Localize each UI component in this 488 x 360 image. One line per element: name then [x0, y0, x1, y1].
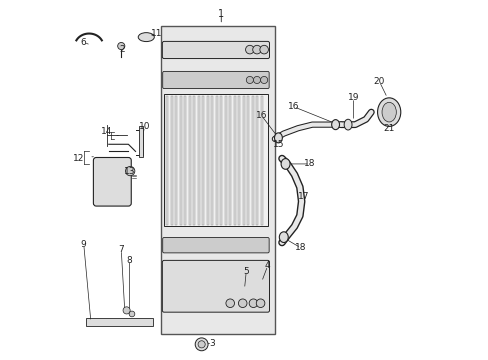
- Text: 17: 17: [297, 192, 308, 201]
- Ellipse shape: [138, 33, 154, 41]
- Bar: [180, 96, 182, 225]
- Bar: [160, 26, 274, 334]
- FancyBboxPatch shape: [162, 260, 269, 312]
- Circle shape: [252, 45, 261, 54]
- Text: 16: 16: [287, 102, 299, 111]
- Bar: [85, 318, 153, 327]
- Bar: [202, 96, 204, 225]
- Circle shape: [195, 338, 207, 351]
- FancyBboxPatch shape: [162, 41, 269, 59]
- Text: 4: 4: [264, 261, 270, 270]
- Bar: [193, 96, 195, 225]
- Bar: [229, 96, 231, 225]
- Circle shape: [129, 311, 135, 317]
- Text: 5: 5: [243, 267, 249, 276]
- Bar: [164, 94, 267, 226]
- Bar: [256, 96, 258, 225]
- Ellipse shape: [281, 158, 289, 169]
- Circle shape: [253, 76, 260, 84]
- Bar: [166, 96, 168, 225]
- Bar: [206, 96, 208, 225]
- Circle shape: [198, 341, 205, 348]
- Bar: [224, 96, 226, 225]
- Bar: [170, 96, 172, 225]
- Text: 10: 10: [139, 122, 150, 131]
- Bar: [211, 96, 213, 225]
- Text: 3: 3: [209, 339, 215, 348]
- Ellipse shape: [279, 232, 287, 243]
- Circle shape: [238, 299, 246, 307]
- Circle shape: [118, 42, 124, 50]
- Text: 18: 18: [304, 159, 315, 168]
- Ellipse shape: [381, 102, 395, 122]
- Ellipse shape: [331, 120, 339, 130]
- Circle shape: [225, 299, 234, 307]
- Text: 7: 7: [118, 245, 124, 254]
- Text: 15: 15: [272, 140, 284, 149]
- Text: 21: 21: [383, 124, 394, 133]
- Text: 16: 16: [255, 111, 267, 120]
- Text: 14: 14: [101, 127, 112, 136]
- Circle shape: [248, 299, 257, 307]
- Text: 6: 6: [81, 38, 86, 47]
- Bar: [184, 96, 186, 225]
- Ellipse shape: [344, 119, 351, 130]
- Bar: [243, 96, 244, 225]
- Bar: [247, 96, 249, 225]
- Bar: [261, 96, 262, 225]
- Bar: [139, 126, 142, 157]
- Bar: [175, 96, 177, 225]
- Bar: [198, 96, 199, 225]
- Bar: [220, 96, 222, 225]
- Bar: [238, 96, 240, 225]
- Text: 8: 8: [126, 256, 132, 265]
- FancyBboxPatch shape: [163, 238, 268, 253]
- Text: 11: 11: [151, 29, 163, 38]
- Text: 9: 9: [81, 240, 86, 249]
- Text: 20: 20: [373, 77, 385, 86]
- Bar: [216, 96, 217, 225]
- Circle shape: [246, 76, 253, 84]
- Bar: [251, 96, 253, 225]
- Circle shape: [259, 45, 268, 54]
- FancyBboxPatch shape: [163, 71, 268, 89]
- Circle shape: [256, 299, 264, 307]
- Circle shape: [123, 307, 130, 314]
- Text: 2: 2: [119, 45, 125, 54]
- Text: 19: 19: [347, 93, 359, 102]
- Text: 1: 1: [218, 9, 224, 19]
- Circle shape: [125, 166, 135, 176]
- Ellipse shape: [274, 133, 282, 143]
- Bar: [188, 96, 190, 225]
- Circle shape: [260, 76, 267, 84]
- FancyBboxPatch shape: [93, 157, 131, 206]
- Text: 13: 13: [123, 167, 135, 176]
- Circle shape: [245, 45, 254, 54]
- Bar: [233, 96, 235, 225]
- Text: 18: 18: [295, 243, 306, 252]
- Ellipse shape: [377, 98, 400, 126]
- Text: 12: 12: [73, 154, 84, 163]
